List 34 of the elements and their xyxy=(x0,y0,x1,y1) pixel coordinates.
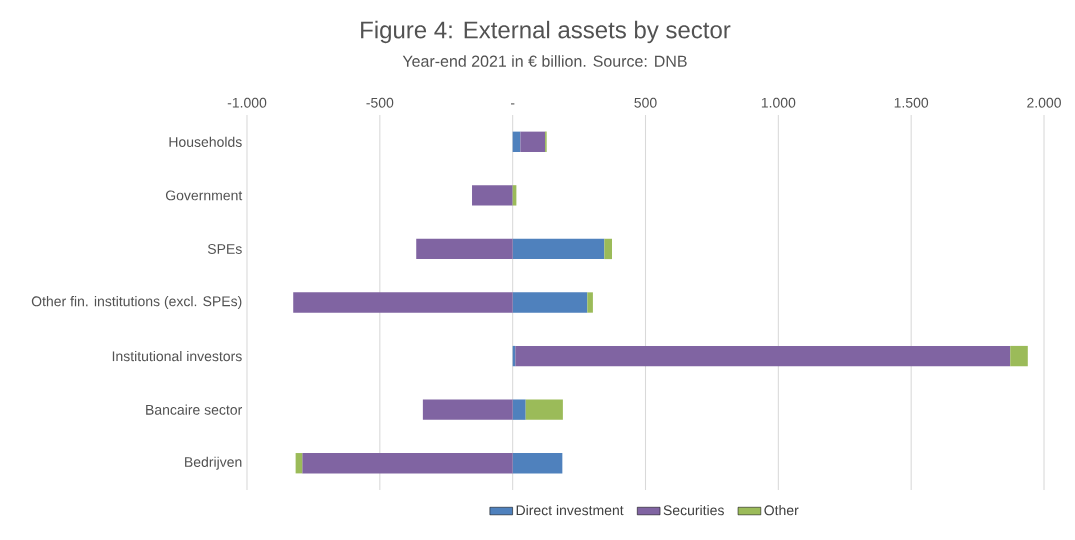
bar xyxy=(512,453,563,474)
x-tick-label: 1.000 xyxy=(761,97,796,108)
bar xyxy=(515,345,1011,367)
bar xyxy=(512,238,605,260)
bar xyxy=(472,185,513,206)
bar xyxy=(293,292,513,313)
bar xyxy=(512,399,526,420)
x-tick-label: 2.000 xyxy=(1027,97,1061,108)
x-tick-label: -500 xyxy=(366,97,394,108)
y-tick-label: SPEs xyxy=(207,243,242,254)
bar xyxy=(520,131,546,152)
y-tick-label: Institutional investors xyxy=(112,350,242,362)
chart-subtitle: Year-end 2021 in € billion. Source: DNB xyxy=(402,55,687,67)
y-tick-label: Government xyxy=(165,190,243,201)
chart-title: Figure 4: External assets by sector xyxy=(361,20,731,44)
y-tick-label: Bancaire sector xyxy=(146,404,243,415)
bar xyxy=(525,399,563,420)
x-tick-label: 1.500 xyxy=(894,97,929,108)
y-tick-label: Bedrijven xyxy=(185,456,242,470)
legend-label: Securities xyxy=(663,504,724,516)
legend-label: Other xyxy=(764,504,799,516)
y-tick-label: Households xyxy=(169,136,242,147)
bar xyxy=(587,292,593,313)
legend-label: Direct investment xyxy=(516,504,624,516)
bar xyxy=(416,238,513,260)
y-tick-label: Other fin. institutions (excl. SPEs) xyxy=(31,295,242,310)
bar xyxy=(512,292,588,313)
x-tick-label: -1.000 xyxy=(227,97,267,108)
x-tick-label: 500 xyxy=(634,97,657,108)
bar xyxy=(302,453,513,474)
x-tick-label: - xyxy=(510,103,515,105)
bar xyxy=(1010,345,1028,367)
bar xyxy=(604,238,613,260)
bar xyxy=(422,399,513,420)
